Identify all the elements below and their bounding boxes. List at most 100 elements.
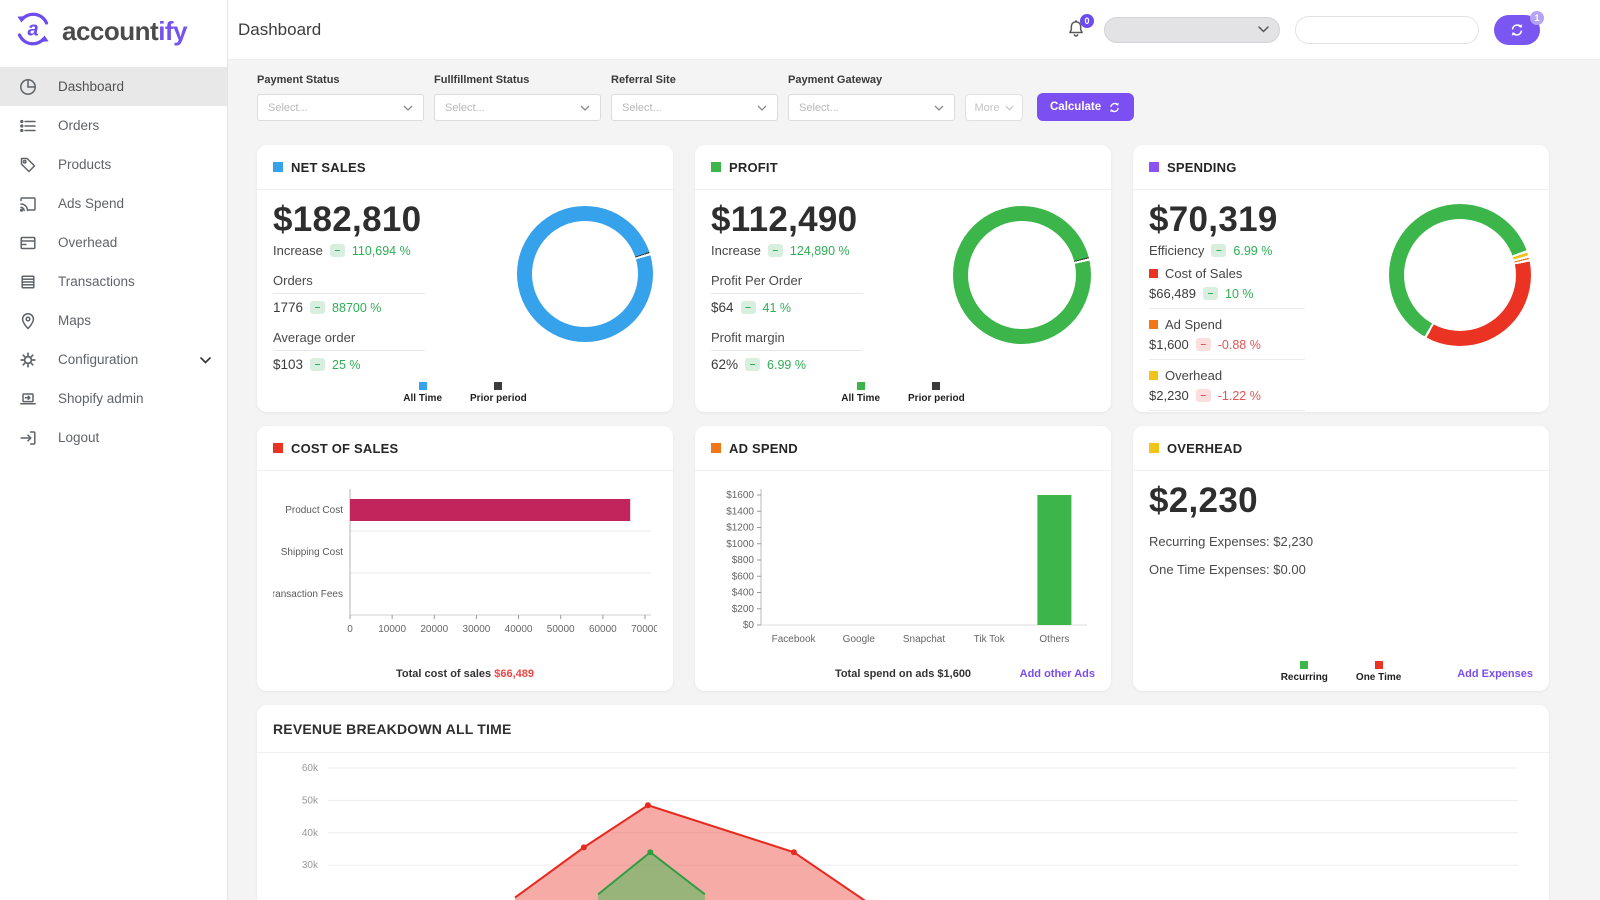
svg-text:Others: Others: [1039, 634, 1069, 645]
sync-button[interactable]: 1: [1494, 10, 1544, 45]
legend-swatch: [932, 382, 941, 390]
orders-stat: Orders 1776 – 88700 %: [273, 273, 425, 315]
sidebar-item-transactions[interactable]: Transactions: [0, 262, 227, 301]
trend-down-badge: –: [1195, 338, 1211, 351]
row-label: Overhead: [1165, 368, 1223, 383]
legend-swatch: [1300, 661, 1309, 669]
svg-text:$200: $200: [732, 604, 755, 615]
recurring-expenses-line: Recurring Expenses: $2,230: [1149, 534, 1314, 549]
chevron-down-icon: [934, 105, 944, 111]
more-label: More: [974, 101, 1000, 114]
increase-label: Increase: [273, 243, 323, 258]
sidebar-item-maps[interactable]: Maps: [0, 301, 227, 340]
card-title: NET SALES: [291, 159, 366, 175]
notifications-badge: 0: [1080, 13, 1094, 28]
trend-up-badge: –: [310, 358, 326, 371]
sidebar-item-logout[interactable]: Logout: [0, 418, 227, 457]
ad-spend-bar-chart: $0 $200 $400 $600 $800 $1000 $1200 $1400 $1600 Fa…: [711, 483, 1095, 664]
topbar-actions: 0 1: [1065, 10, 1544, 45]
stat-pct: 6.99 %: [767, 357, 806, 372]
sidebar-item-ads-spend[interactable]: Ads Spend: [0, 184, 227, 223]
card-title: SPENDING: [1167, 159, 1237, 175]
efficiency-label: Efficiency: [1149, 243, 1205, 258]
maps-icon: [18, 311, 38, 331]
profit-per-order-stat: Profit Per Order $64 – 41 %: [711, 273, 863, 315]
header-text-input[interactable]: [1295, 15, 1479, 44]
sidebar-item-overhead[interactable]: Overhead: [0, 223, 227, 262]
card-header: NET SALES: [257, 145, 673, 190]
net-sales-value: $182,810: [273, 200, 422, 239]
increase-pct: 124,890 %: [789, 243, 850, 258]
row-pct: -0.88 %: [1217, 337, 1261, 352]
row-swatch: [1149, 371, 1158, 380]
svg-text:60000: 60000: [589, 624, 617, 635]
logout-icon: [18, 428, 38, 448]
srow-label: Cost of Sales: [1149, 266, 1305, 281]
calculate-button[interactable]: Calculate: [1037, 93, 1135, 121]
chart-legend: All Time Prior period: [695, 382, 1111, 404]
svg-text:$1600: $1600: [726, 490, 754, 501]
notifications-button[interactable]: 0: [1065, 13, 1094, 42]
legend-label: All Time: [841, 393, 881, 404]
svg-text:Tik Tok: Tik Tok: [974, 634, 1006, 645]
legend-prior-period[interactable]: Prior period: [908, 382, 965, 404]
select-placeholder: Select...: [445, 101, 485, 114]
revenue-area-chart: 60k 50k 40k 30k: [271, 759, 1535, 900]
svg-text:$600: $600: [732, 571, 755, 582]
legend-recurring[interactable]: Recurring: [1281, 661, 1328, 683]
legend-all-time[interactable]: All Time: [403, 382, 442, 404]
legend-prior-period[interactable]: Prior period: [470, 382, 527, 404]
card-body: $182,810 Increase – 110,694 % Orders 177…: [257, 190, 673, 412]
trend-up-badge: –: [329, 244, 345, 257]
card-header: SPENDING: [1133, 145, 1549, 190]
stat-label: Average order: [273, 330, 425, 351]
revenue-breakdown-card: REVENUE BREAKDOWN ALL TIME 60k 50k 40k 30k: [257, 705, 1549, 900]
topbar: Dashboard 0: [228, 0, 1600, 60]
legend-one-time[interactable]: One Time: [1356, 661, 1401, 683]
payment-gateway-select[interactable]: Select...: [788, 94, 955, 121]
card-body: $112,490 Increase – 124,890 % Profit Per…: [695, 190, 1111, 412]
sidebar-item-configuration[interactable]: Configuration: [0, 340, 227, 379]
svg-text:10000: 10000: [378, 624, 406, 635]
svg-text:30000: 30000: [463, 624, 491, 635]
fulfillment-status-select[interactable]: Select...: [434, 94, 601, 121]
sidebar-item-label: Dashboard: [58, 79, 125, 94]
filter-label: Payment Status: [257, 74, 340, 86]
sidebar-item-shopify-admin[interactable]: Shopify admin: [0, 379, 227, 418]
stat-value-row: 1776 – 88700 %: [273, 300, 425, 315]
more-filters-button[interactable]: More: [965, 94, 1023, 121]
filter-label: Referral Site: [611, 74, 676, 86]
app-logo[interactable]: a accountify: [0, 0, 227, 62]
row-swatch: [1149, 269, 1158, 278]
row-pct: 10 %: [1225, 286, 1254, 301]
filter-label: Fullfillment Status: [434, 74, 530, 86]
sidebar-item-dashboard[interactable]: Dashboard: [0, 67, 227, 106]
svg-text:$1000: $1000: [726, 539, 754, 550]
sidebar-item-orders[interactable]: Orders: [0, 106, 227, 145]
header-dropdown[interactable]: [1104, 16, 1280, 43]
stat-pct: 88700 %: [332, 300, 382, 315]
card-header: AD SPEND: [695, 426, 1111, 471]
payment-status-select[interactable]: Select...: [257, 94, 424, 121]
sidebar-item-label: Orders: [58, 118, 100, 133]
svg-text:Shipping Cost: Shipping Cost: [281, 547, 343, 558]
svg-text:0: 0: [347, 624, 353, 635]
card-title: COST OF SALES: [291, 440, 399, 456]
stat-value: $103: [273, 357, 304, 372]
sidebar-item-products[interactable]: Products: [0, 145, 227, 184]
add-other-ads-link[interactable]: Add other Ads: [1019, 668, 1095, 680]
legend-label: One Time: [1355, 672, 1402, 683]
trend-up-badge: –: [310, 301, 326, 314]
efficiency-pct: 6.99 %: [1233, 243, 1273, 258]
cost-of-sales-bar-chart: Product Cost Shipping Cost Transaction Fee…: [266, 483, 659, 658]
spending-donut-chart: [1389, 204, 1531, 346]
referral-site-select[interactable]: Select...: [611, 94, 778, 121]
srow-value: $2,230 – -1.22 %: [1149, 388, 1305, 403]
logo-icon: a: [13, 9, 53, 54]
svg-text:60k: 60k: [302, 763, 319, 774]
trend-down-badge: –: [1195, 389, 1211, 402]
net-sales-donut-chart: [517, 206, 653, 342]
add-expenses-link[interactable]: Add Expenses: [1457, 668, 1533, 680]
legend-all-time[interactable]: All Time: [841, 382, 880, 404]
profit-swatch: [711, 162, 721, 172]
